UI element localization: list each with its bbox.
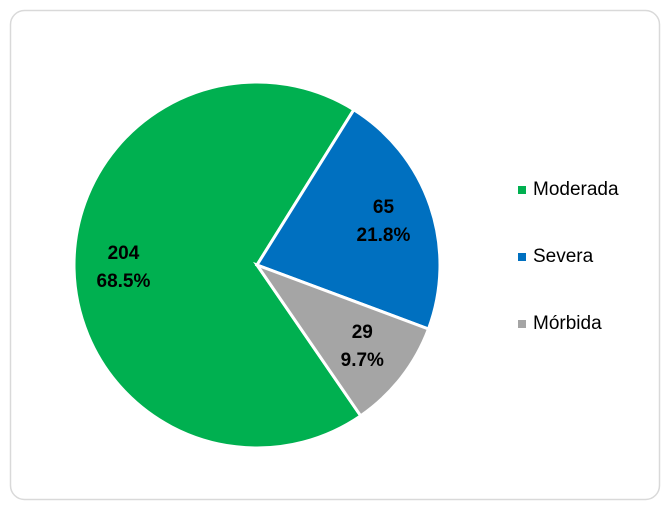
- legend-label: Mórbida: [533, 313, 602, 334]
- pie-slice: [72, 80, 363, 450]
- legend-swatch: [518, 253, 526, 261]
- slice-percent-label: 9.7%: [341, 350, 384, 371]
- pie-slice: [253, 261, 431, 418]
- pie-slice: [254, 107, 442, 331]
- slice-value-label: 65: [373, 197, 395, 218]
- slice-value-label: 204: [108, 243, 140, 264]
- legend-label: Moderada: [533, 179, 619, 200]
- legend-swatch: [518, 320, 526, 328]
- slice-percent-label: 21.8%: [357, 225, 411, 246]
- slice-percent-label: 68.5%: [97, 271, 151, 292]
- legend-label: Severa: [533, 246, 594, 267]
- legend-swatch: [518, 186, 526, 194]
- slice-value-label: 29: [352, 322, 373, 343]
